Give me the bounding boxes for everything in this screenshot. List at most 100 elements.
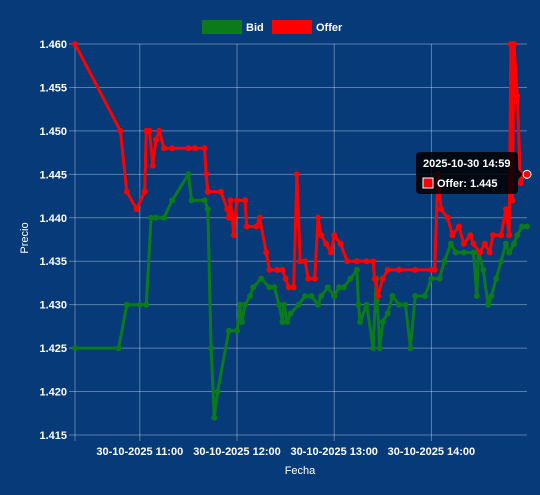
data-point-bid[interactable] <box>136 301 143 308</box>
data-point-offer[interactable] <box>431 266 438 273</box>
data-point-offer[interactable] <box>123 188 130 195</box>
data-point-offer[interactable] <box>514 93 521 100</box>
data-point-offer[interactable] <box>449 232 456 239</box>
data-point-offer[interactable] <box>438 206 445 213</box>
data-point-offer[interactable] <box>460 240 467 247</box>
data-point-offer[interactable] <box>224 206 231 213</box>
data-point-bid[interactable] <box>379 319 386 325</box>
data-point-offer[interactable] <box>156 127 163 134</box>
data-point-bid[interactable] <box>353 266 360 273</box>
data-point-bid[interactable] <box>412 293 419 299</box>
data-point-offer[interactable] <box>217 188 224 195</box>
data-point-bid[interactable] <box>447 240 454 247</box>
data-point-bid[interactable] <box>148 214 155 221</box>
data-point-bid[interactable] <box>498 258 505 265</box>
data-point-offer[interactable] <box>169 145 176 152</box>
data-point-bid[interactable] <box>234 327 240 334</box>
data-point-offer[interactable] <box>331 232 338 239</box>
data-point-offer[interactable] <box>323 240 330 247</box>
data-point-offer[interactable] <box>302 258 309 265</box>
data-point-offer[interactable] <box>456 223 462 230</box>
data-point-offer[interactable] <box>293 171 300 178</box>
data-point-offer[interactable] <box>256 214 263 221</box>
data-point-offer[interactable] <box>201 145 208 152</box>
data-point-bid[interactable] <box>336 284 343 291</box>
data-point-offer[interactable] <box>481 240 488 247</box>
data-point-bid[interactable] <box>357 319 364 325</box>
data-point-offer[interactable] <box>161 145 168 152</box>
data-point-offer[interactable] <box>203 171 210 178</box>
data-point-offer[interactable] <box>470 240 477 247</box>
data-point-offer[interactable] <box>282 275 289 282</box>
data-point-bid[interactable] <box>276 301 283 308</box>
data-point-bid[interactable] <box>169 197 176 204</box>
data-point-bid[interactable] <box>185 171 192 178</box>
data-point-bid[interactable] <box>370 345 377 352</box>
data-point-offer[interactable] <box>149 162 156 169</box>
data-point-offer[interactable] <box>467 232 474 239</box>
data-point-bid[interactable] <box>281 301 287 308</box>
data-point-offer[interactable] <box>490 232 496 239</box>
data-point-offer[interactable] <box>204 188 211 195</box>
data-point-bid[interactable] <box>295 301 302 308</box>
data-point-offer[interactable] <box>243 223 250 230</box>
data-point-offer[interactable] <box>305 275 312 282</box>
data-point-offer[interactable] <box>253 223 260 230</box>
data-point-bid[interactable] <box>511 240 517 247</box>
data-point-bid[interactable] <box>208 345 215 352</box>
data-point-bid[interactable] <box>225 327 232 334</box>
legend[interactable]: Bid Offer <box>202 20 343 34</box>
data-point-offer[interactable] <box>263 249 270 256</box>
data-point-offer[interactable] <box>363 258 370 265</box>
legend-item-bid[interactable]: Bid <box>202 20 264 34</box>
data-point-bid[interactable] <box>340 284 347 291</box>
data-point-offer[interactable] <box>318 232 325 239</box>
data-point-bid[interactable] <box>266 284 273 291</box>
data-point-offer[interactable] <box>290 284 297 291</box>
data-point-bid[interactable] <box>355 301 362 308</box>
data-point-bid[interactable] <box>436 275 443 282</box>
data-point-bid[interactable] <box>247 293 253 299</box>
data-point-offer[interactable] <box>141 188 148 195</box>
data-point-bid[interactable] <box>237 301 244 308</box>
data-point-offer[interactable] <box>311 275 318 282</box>
data-point-offer[interactable] <box>337 240 344 247</box>
data-point-bid[interactable] <box>284 319 291 325</box>
data-point-bid[interactable] <box>524 223 530 230</box>
data-point-offer[interactable] <box>225 214 232 221</box>
data-point-offer[interactable] <box>153 136 159 143</box>
data-point-offer[interactable] <box>498 232 505 239</box>
data-point-bid[interactable] <box>161 214 168 221</box>
data-point-offer[interactable] <box>227 197 234 204</box>
data-point-bid[interactable] <box>242 301 249 308</box>
data-point-offer[interactable] <box>285 284 292 291</box>
data-point-bid[interactable] <box>407 345 414 352</box>
data-point-bid[interactable] <box>363 301 370 308</box>
data-point-bid[interactable] <box>302 293 309 299</box>
data-point-bid[interactable] <box>153 214 159 221</box>
data-point-offer[interactable] <box>315 214 321 221</box>
data-point-offer[interactable] <box>396 266 402 273</box>
data-point-bid[interactable] <box>315 301 321 308</box>
data-point-offer[interactable] <box>266 266 273 273</box>
data-point-bid[interactable] <box>188 197 195 204</box>
data-point-bid[interactable] <box>271 284 278 291</box>
data-point-offer[interactable] <box>185 145 192 152</box>
data-point-bid[interactable] <box>452 249 459 256</box>
data-point-offer[interactable] <box>371 275 378 282</box>
data-point-offer[interactable] <box>486 249 493 256</box>
data-point-offer[interactable] <box>242 197 249 204</box>
data-point-bid[interactable] <box>123 301 130 308</box>
legend-item-offer[interactable]: Offer <box>272 20 343 34</box>
data-point-bid[interactable] <box>519 223 526 230</box>
data-point-offer[interactable] <box>117 127 124 134</box>
data-point-bid[interactable] <box>470 249 477 256</box>
data-point-offer[interactable] <box>279 266 286 273</box>
data-point-offer[interactable] <box>191 145 198 152</box>
data-point-bid[interactable] <box>493 275 500 282</box>
data-point-bid[interactable] <box>318 293 325 299</box>
data-point-bid[interactable] <box>211 414 218 421</box>
data-point-bid[interactable] <box>485 301 492 308</box>
data-point-bid[interactable] <box>396 301 402 308</box>
data-point-offer[interactable] <box>133 206 140 213</box>
